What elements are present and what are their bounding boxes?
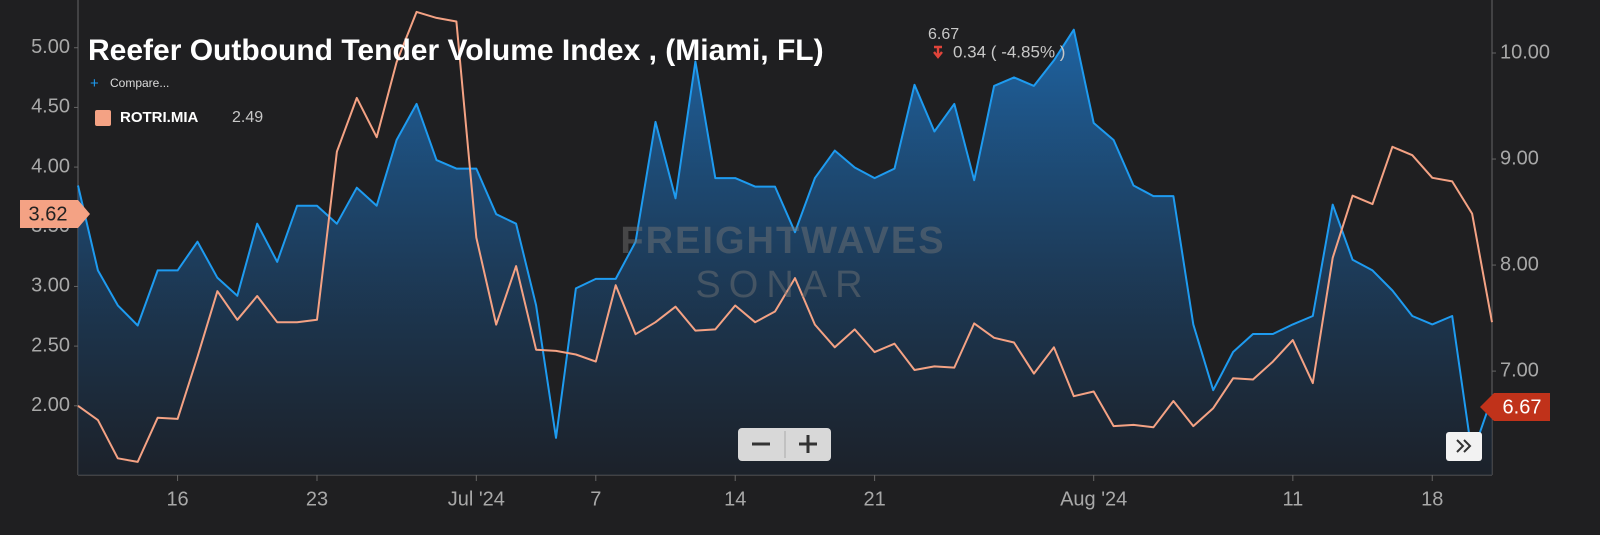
legend-value: 2.49: [232, 109, 263, 126]
compare-plus[interactable]: +: [90, 75, 99, 92]
x-tick-label: 16: [166, 488, 188, 510]
badge-label: 6.67: [1503, 396, 1542, 418]
x-tick-label: 7: [590, 488, 601, 510]
watermark: FREIGHTWAVES: [620, 220, 945, 262]
compare-link[interactable]: Compare...: [110, 76, 169, 90]
y2-tick-label: 8.00: [1500, 253, 1539, 275]
down-arrow: [933, 45, 943, 59]
y-tick-label: 4.00: [31, 155, 70, 177]
area: [78, 29, 1492, 475]
scroll-button[interactable]: [1446, 432, 1482, 461]
legend-swatch: [95, 110, 111, 126]
chart-title: Reefer Outbound Tender Volume Index , (M…: [88, 34, 824, 67]
watermark: SONAR: [695, 264, 870, 306]
y-tick-label: 2.00: [31, 394, 70, 416]
x-tick-label: 14: [724, 488, 746, 510]
zoom-in[interactable]: [799, 435, 817, 453]
y-tick-label: 4.50: [31, 96, 70, 118]
x-tick-label: Jul '24: [448, 488, 505, 510]
legend-label: ROTRI.MIA: [120, 109, 198, 126]
line: [77, 10, 1493, 463]
badge-label: 3.62: [29, 203, 68, 225]
x-tick-label: Aug '24: [1060, 488, 1127, 510]
y-tick-label: 5.00: [31, 36, 70, 58]
x-tick-label: 21: [863, 488, 885, 510]
scroll-box[interactable]: [1446, 432, 1482, 461]
y2-tick-label: 7.00: [1500, 359, 1539, 381]
y-tick-label: 2.50: [31, 334, 70, 356]
y2-tick-label: 9.00: [1500, 147, 1539, 169]
header-change: 0.34 ( -4.85% ): [953, 42, 1065, 61]
plot: [74, 0, 1496, 481]
zoom-controls: [738, 428, 831, 461]
y2-tick-label: 10.00: [1500, 41, 1550, 63]
x-tick-label: 18: [1421, 488, 1443, 510]
y-tick-label: 3.00: [31, 275, 70, 297]
x-tick-label: 11: [1282, 488, 1303, 510]
line: [77, 28, 1493, 456]
badge: [1480, 393, 1550, 421]
x-tick-label: 23: [306, 488, 328, 510]
badge: [20, 200, 90, 228]
scroll-icon: [1456, 439, 1472, 453]
header-value: 6.67: [928, 26, 959, 43]
